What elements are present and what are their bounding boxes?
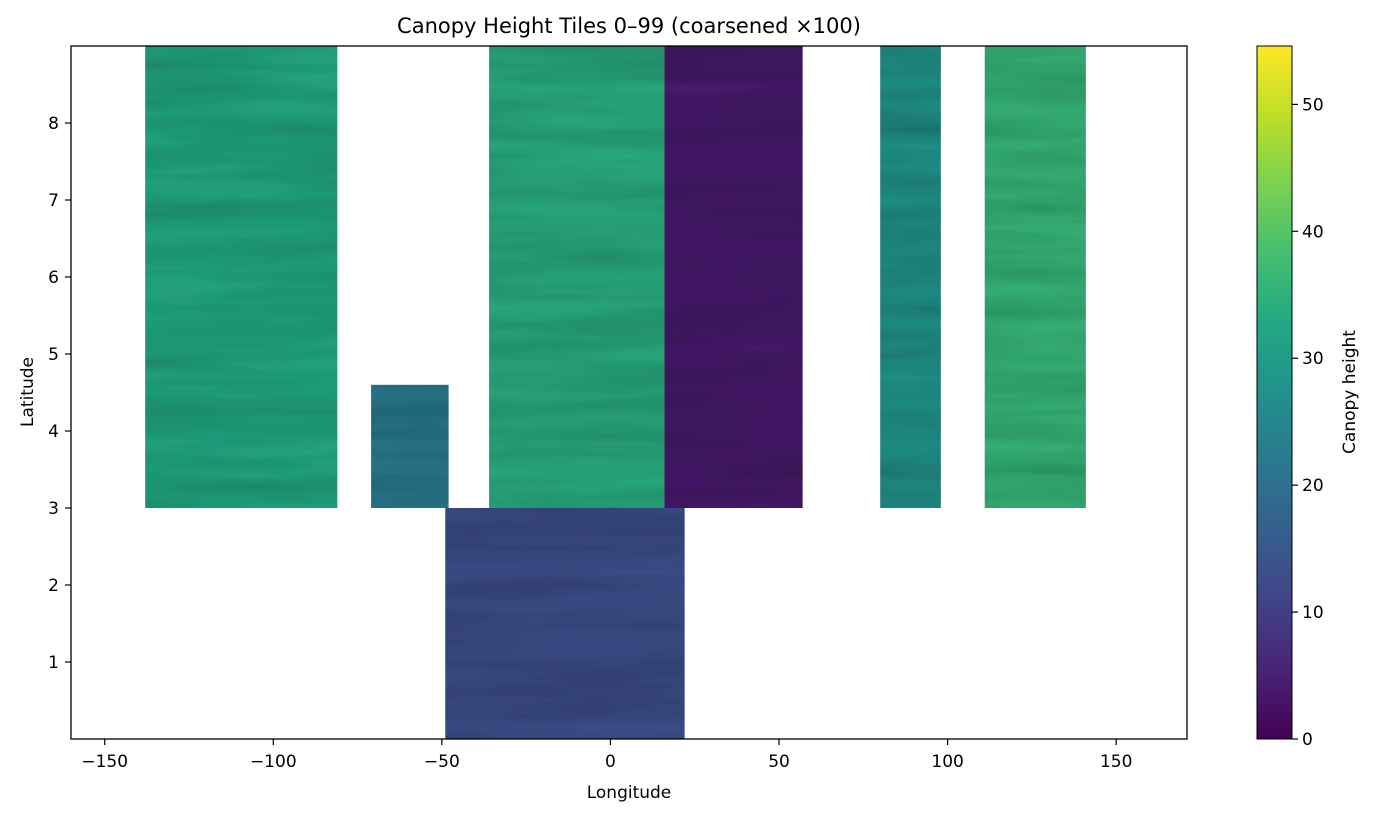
y-tick-label: 7 (48, 191, 59, 211)
x-tick-label: −150 (81, 752, 128, 772)
colorbar-label: Canopy height (1340, 330, 1360, 454)
colorbar-tick-label: 0 (1302, 730, 1313, 750)
y-tick-label: 8 (48, 114, 59, 134)
colorbar-tick-label: 30 (1302, 349, 1324, 369)
colorbar-tick-label: 10 (1302, 603, 1324, 623)
heatmap-region-1 (145, 46, 338, 508)
x-axis-label: Longitude (587, 783, 672, 803)
colorbar (1256, 45, 1293, 740)
chart-title: Canopy Height Tiles 0–99 (coarsened ×100… (397, 14, 861, 38)
colorbar-tick-label: 20 (1302, 476, 1324, 496)
colorbar-tick-label: 40 (1302, 222, 1324, 242)
heatmap-region-7 (984, 46, 1086, 508)
x-axis-ticks: −150 −100 −50 0 50 100 150 (81, 739, 1132, 772)
y-tick-label: 5 (48, 345, 59, 365)
colorbar-ticks: 0 10 20 30 40 50 (1292, 95, 1324, 750)
heatmap-region-5 (664, 46, 803, 508)
y-tick-label: 6 (48, 268, 59, 288)
y-axis-label: Latitude (18, 357, 38, 427)
x-tick-label: −100 (250, 752, 297, 772)
colorbar-tick-label: 50 (1302, 95, 1324, 115)
heatmap-region-6 (880, 46, 941, 508)
y-tick-label: 1 (48, 653, 59, 673)
x-tick-label: 0 (605, 752, 616, 772)
x-tick-label: 150 (1100, 752, 1132, 772)
y-tick-label: 4 (48, 422, 59, 442)
y-axis-ticks: 1 2 3 4 5 6 7 8 (48, 114, 71, 673)
y-tick-label: 3 (48, 499, 59, 519)
heatmap-region-2 (371, 384, 449, 508)
plot-frame (70, 45, 1188, 740)
x-tick-label: 100 (931, 752, 963, 772)
x-tick-label: 50 (768, 752, 790, 772)
heatmap-regions (145, 46, 1086, 739)
y-tick-label: 2 (48, 576, 59, 596)
heatmap-region-4 (489, 46, 665, 508)
x-tick-label: −50 (424, 752, 460, 772)
heatmap-region-3 (445, 508, 685, 739)
